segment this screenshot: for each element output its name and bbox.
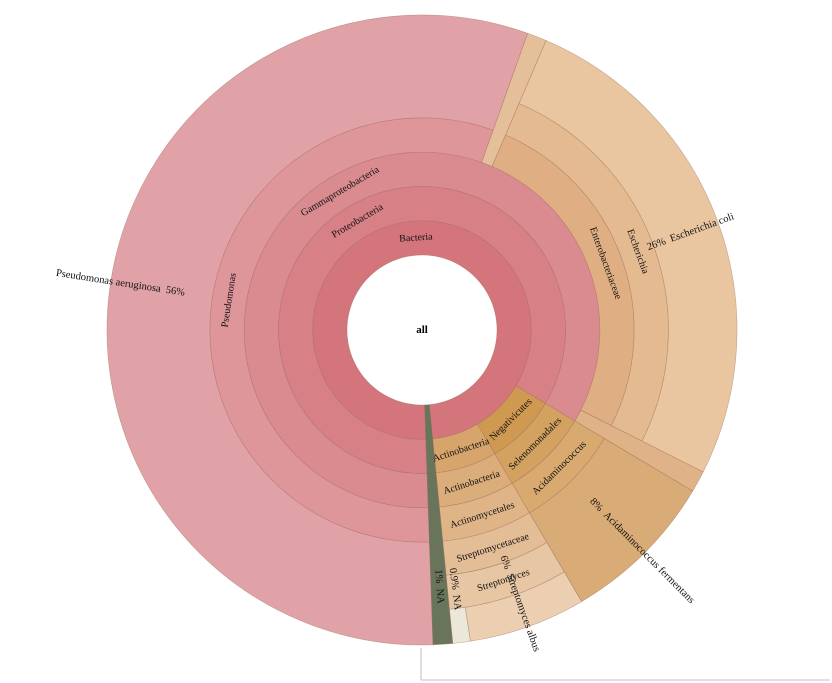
center-label[interactable]: all [416, 324, 428, 336]
wedge-escherichia-coli[interactable] [518, 40, 738, 473]
decorations-layer [420, 648, 830, 681]
ring-label-bacteria: Bacteria [399, 231, 434, 244]
leaf-label-na: 0.9% NA [447, 567, 463, 611]
wedge-pseudomonas-aeruginosa[interactable] [106, 14, 528, 646]
callout-leader-line [420, 648, 830, 681]
wedge-na[interactable] [424, 404, 454, 646]
wedges-layer [106, 14, 738, 646]
leaf-label-na: 1% NA [432, 569, 445, 604]
